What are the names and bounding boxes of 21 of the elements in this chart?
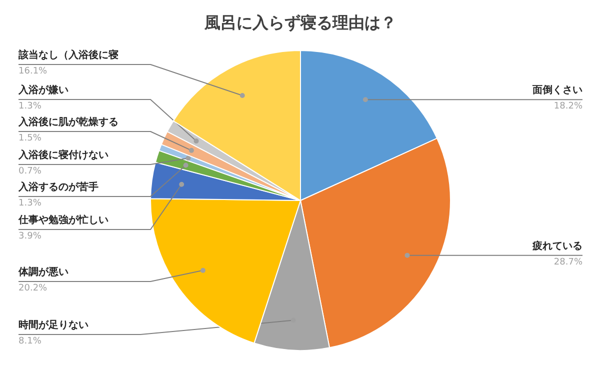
slice-label: 入浴後に肌が乾燥する xyxy=(18,116,118,128)
slice-label: 時間が足りない xyxy=(18,319,88,331)
slice-label: 体調が悪い xyxy=(18,266,68,278)
slice-label: 該当なし（入浴後に寝 xyxy=(18,49,118,61)
data-label: 0.7% xyxy=(18,166,42,176)
data-label: 18.2% xyxy=(554,102,583,112)
slice-label: 面倒くさい xyxy=(532,84,582,96)
slice-label: 入浴するのが苦手 xyxy=(18,181,98,193)
slice-label: 入浴が嫌い xyxy=(18,84,68,96)
data-label: 28.7% xyxy=(554,257,583,268)
data-label: 1.5% xyxy=(18,134,42,144)
data-label: 3.9% xyxy=(18,232,42,242)
data-label: 16.1% xyxy=(18,66,48,76)
slice-label: 入浴後に寝付けない xyxy=(18,149,108,161)
data-label: 20.2% xyxy=(18,284,48,294)
slice-label: 疲れている xyxy=(532,240,582,252)
data-label: 1.3% xyxy=(18,198,42,208)
data-label: 8.1% xyxy=(18,336,42,346)
slice-label: 仕事や勉強が忙しい xyxy=(18,214,108,226)
data-label: 1.3% xyxy=(18,102,42,112)
chart-title: 風呂に入らず寝る理由は？ xyxy=(204,13,396,32)
